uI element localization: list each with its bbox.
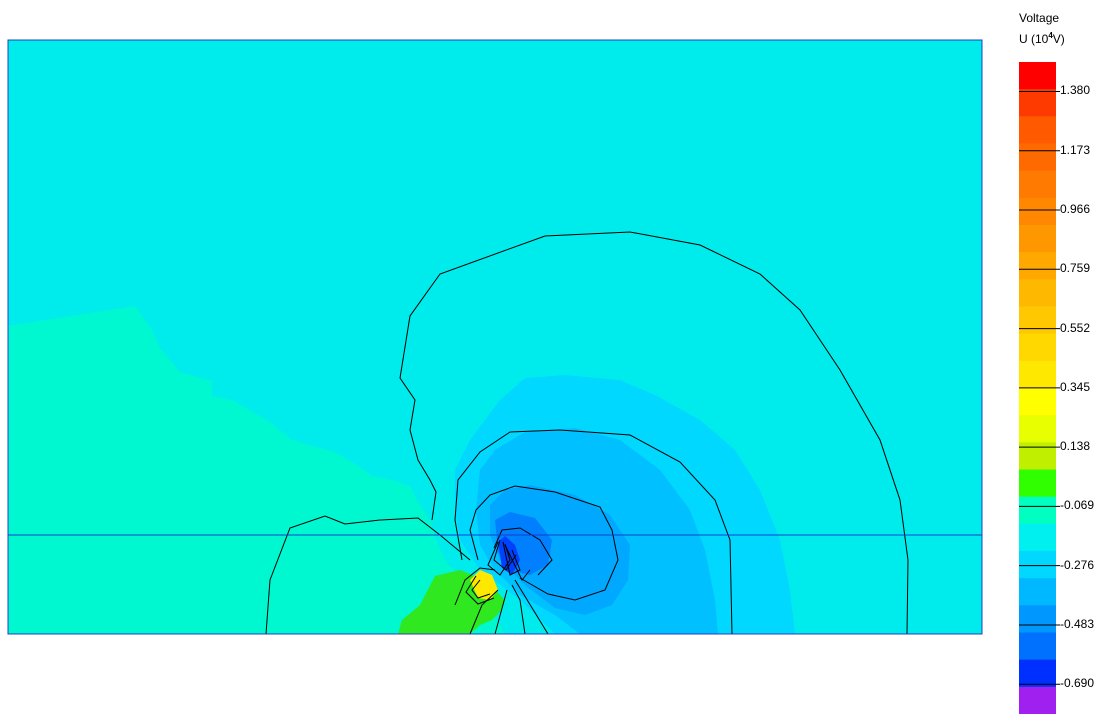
legend-unit: U (104V) bbox=[1019, 31, 1065, 46]
legend-tick-label: -0.069 bbox=[1060, 498, 1095, 513]
legend-color-level bbox=[1019, 116, 1056, 144]
legend-color-level bbox=[1019, 279, 1056, 307]
legend-color-level bbox=[1019, 523, 1056, 552]
legend-color-level bbox=[1019, 605, 1056, 633]
plot-border bbox=[7, 39, 983, 635]
legend-title: Voltage bbox=[1019, 11, 1060, 25]
legend-color-level bbox=[1019, 442, 1056, 470]
legend-color-level bbox=[1019, 62, 1056, 90]
legend-tick-label: -0.276 bbox=[1060, 557, 1095, 572]
legend-color-level bbox=[1019, 388, 1056, 416]
legend-tick-label: 0.966 bbox=[1060, 202, 1091, 217]
legend-color-level bbox=[1019, 170, 1056, 199]
legend-color-level bbox=[1019, 306, 1056, 335]
legend-color-level bbox=[1019, 632, 1056, 661]
legend-tick-label: 0.345 bbox=[1060, 379, 1091, 394]
legend-color-level bbox=[1019, 143, 1056, 172]
legend-color-level bbox=[1019, 659, 1056, 688]
contour-lines bbox=[265, 231, 909, 635]
legend-color-level bbox=[1019, 496, 1056, 525]
legend-color-level bbox=[1019, 686, 1056, 714]
legend-color-level bbox=[1019, 469, 1056, 498]
legend-color-level bbox=[1019, 360, 1056, 389]
legend-color-level bbox=[1019, 333, 1056, 362]
legend-tick-label: 1.173 bbox=[1060, 142, 1091, 157]
legend-color-level bbox=[1019, 551, 1056, 579]
legend-color-level bbox=[1019, 89, 1056, 117]
legend-color-bar bbox=[1019, 62, 1060, 714]
legend-tick-label: 0.552 bbox=[1060, 320, 1091, 335]
legend-color-level bbox=[1019, 415, 1056, 443]
field-region-yellow bbox=[470, 570, 498, 600]
legend-tick-label: -0.483 bbox=[1060, 616, 1095, 631]
legend-color-level bbox=[1019, 197, 1056, 226]
legend-color-level bbox=[1019, 252, 1056, 280]
legend-color-level bbox=[1019, 578, 1056, 606]
legend-color-level bbox=[1019, 225, 1056, 253]
field-region-lower-left bbox=[8, 306, 505, 634]
legend-tick-label: 0.138 bbox=[1060, 439, 1091, 454]
legend-tick-label: 1.380 bbox=[1060, 83, 1091, 98]
legend-tick-label: -0.690 bbox=[1060, 676, 1095, 691]
legend-tick-label: 0.759 bbox=[1060, 261, 1091, 276]
